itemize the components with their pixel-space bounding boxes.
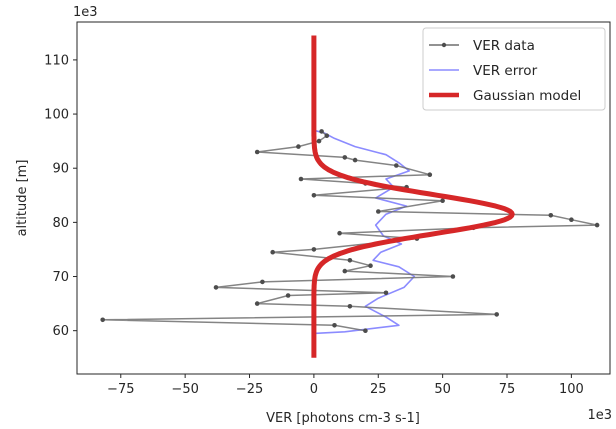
data-point-ver — [376, 209, 381, 214]
x-tick-label: 75 — [499, 382, 516, 397]
legend: VER data VER error Gaussian model — [422, 27, 606, 111]
data-point-ver — [383, 290, 389, 296]
data-point-ver — [311, 247, 317, 252]
data-point-ver — [347, 304, 353, 309]
data-point-ver — [569, 217, 574, 222]
y-tick-label: 110 — [44, 53, 69, 68]
x-scale-label: 1e3 — [587, 408, 612, 423]
data-point-ver — [332, 323, 337, 328]
data-point-ver — [296, 144, 301, 149]
y-scale-label: 1e3 — [73, 5, 98, 20]
y-tick-label: 100 — [44, 108, 69, 123]
data-point-ver — [100, 317, 105, 323]
data-point-ver — [548, 213, 554, 218]
data-point-ver — [298, 176, 304, 182]
data-point-ver — [494, 312, 500, 317]
legend-label-ver-data: VER data — [473, 38, 535, 54]
x-tick-label: 50 — [434, 382, 451, 397]
data-point-ver — [450, 274, 456, 279]
data-point-ver — [254, 149, 260, 155]
x-tick-label: 100 — [559, 382, 584, 397]
legend-label-gaussian-model: Gaussian model — [473, 88, 581, 104]
data-point-ver — [352, 157, 358, 163]
data-point-ver — [337, 230, 342, 236]
data-point-ver — [254, 301, 260, 306]
axis-ticks: −75 −50 −25 0 25 50 75 100 60 70 80 90 100 110 — [44, 53, 584, 397]
plot-area — [100, 34, 600, 359]
data-point-ver — [440, 198, 445, 203]
x-axis-label: VER [photons cm-3 s-1] — [266, 411, 420, 426]
y-tick-label: 70 — [52, 270, 69, 285]
data-point-ver — [270, 249, 276, 255]
data-point-ver — [368, 263, 373, 269]
data-point-ver — [213, 285, 219, 290]
x-tick-label: −25 — [236, 382, 263, 397]
data-point-ver — [394, 163, 399, 168]
y-tick-label: 90 — [52, 162, 69, 177]
x-tick-label: −75 — [107, 382, 134, 397]
series-layer — [100, 34, 600, 359]
data-point-ver — [363, 328, 368, 334]
data-point-ver — [347, 258, 353, 263]
data-point-ver — [260, 279, 265, 285]
data-point-ver — [319, 129, 324, 134]
data-point-ver — [324, 133, 330, 138]
data-point-ver — [342, 268, 348, 274]
data-point-ver — [594, 222, 600, 228]
y-tick-label: 60 — [52, 324, 69, 339]
data-point-ver — [285, 293, 291, 298]
legend-label-ver-error: VER error — [473, 63, 538, 79]
axes-frame — [76, 21, 611, 375]
x-tick-label: −50 — [171, 382, 198, 397]
data-point-ver — [311, 193, 317, 198]
data-point-ver — [342, 155, 348, 160]
series-line-gaussian-model — [311, 34, 515, 359]
x-tick-label: 25 — [370, 382, 387, 397]
legend-box — [422, 27, 606, 111]
data-point-ver — [316, 138, 322, 144]
y-tick-label: 80 — [52, 216, 69, 231]
y-axis-label: altitude [m] — [15, 160, 30, 237]
series-line-ver-error — [313, 129, 416, 335]
data-point-ver — [427, 172, 433, 177]
x-tick-label: 0 — [310, 382, 318, 397]
legend-marker-ver-data — [441, 42, 447, 48]
